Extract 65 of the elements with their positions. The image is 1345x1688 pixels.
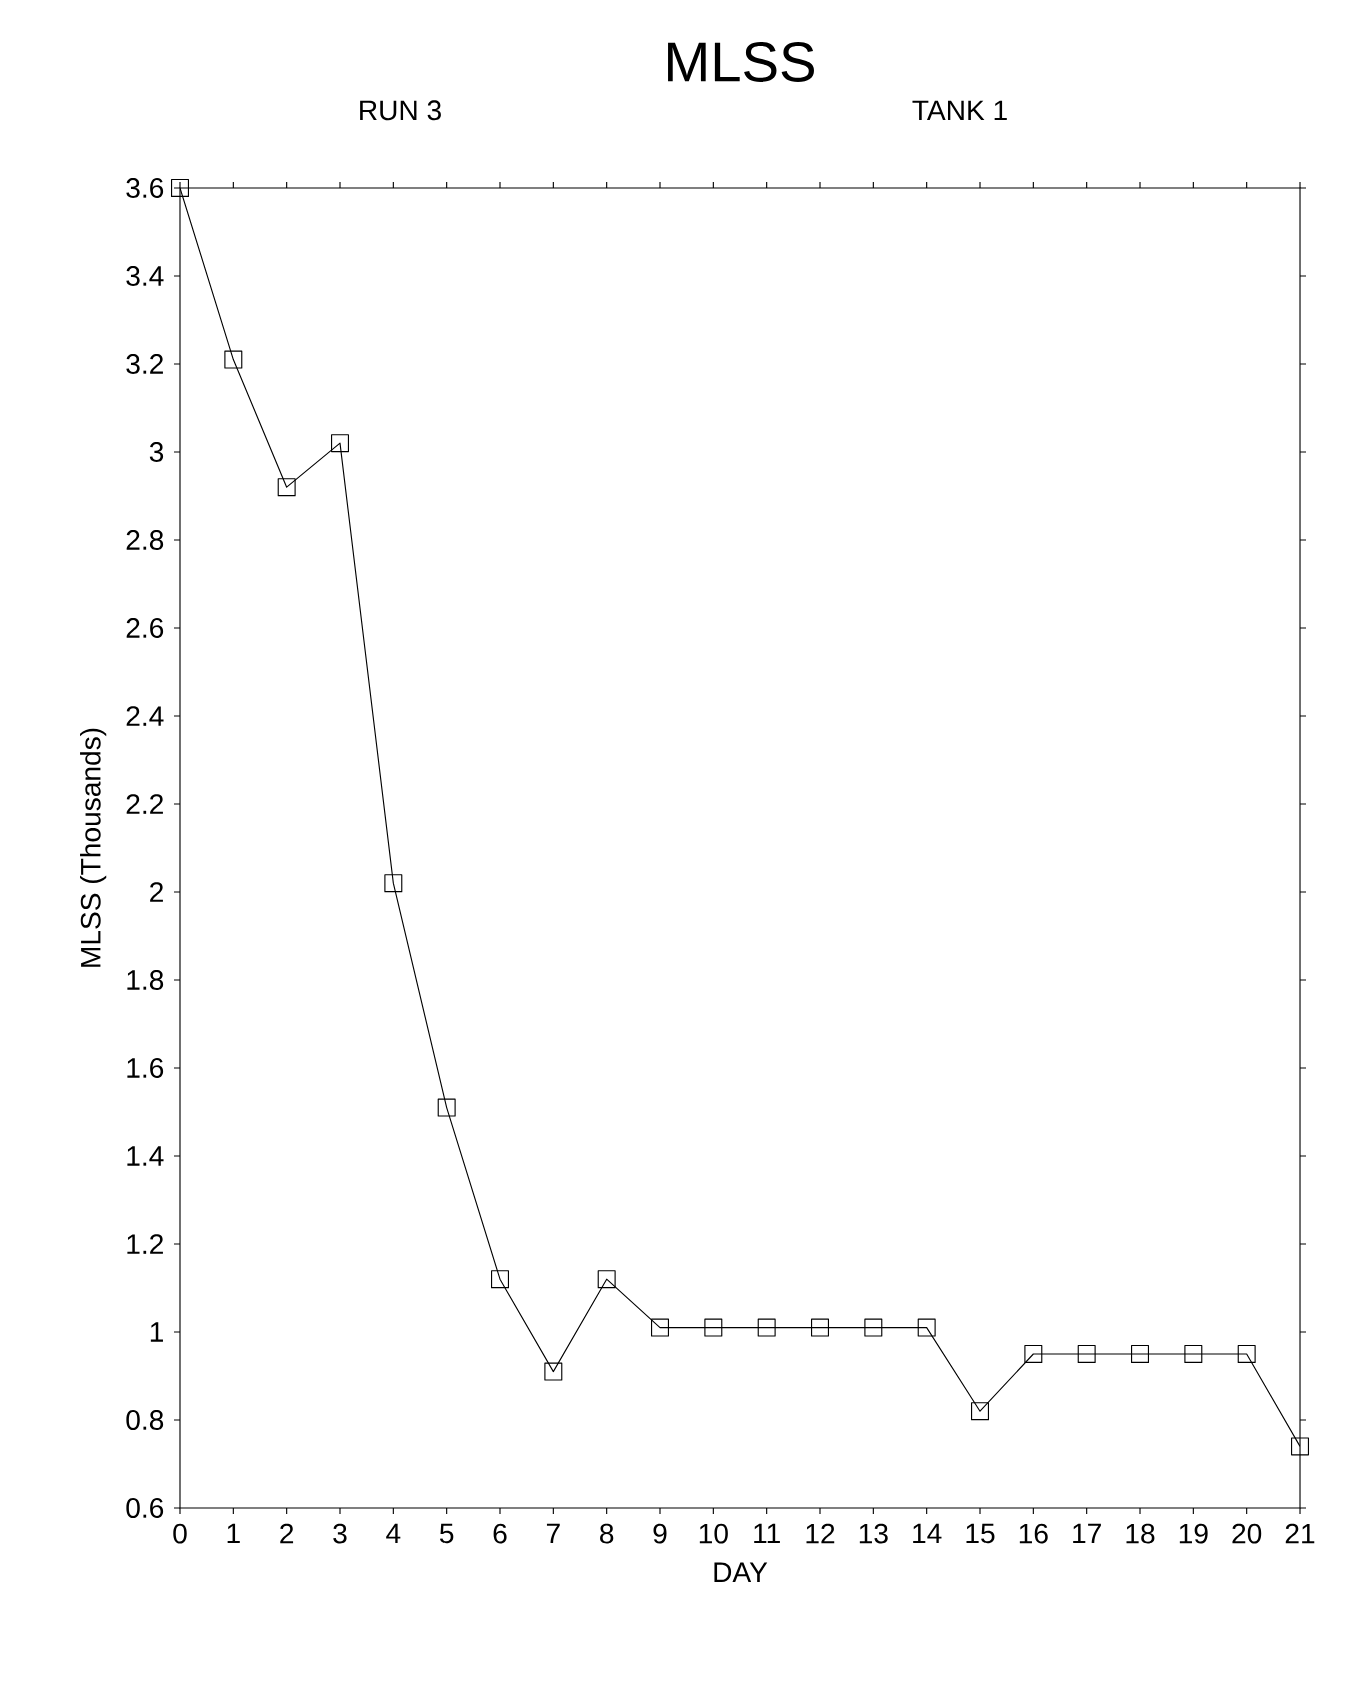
point (491, 1270, 509, 1289)
point (917, 1318, 936, 1337)
y-tick-label: 1.6 (127, 1058, 164, 1078)
x-tick-label: 6 (493, 1523, 507, 1544)
x-tick-label: 13 (859, 1523, 888, 1544)
point (1237, 1345, 1256, 1363)
y-tick-label: 2.4 (126, 706, 164, 726)
x-tick-label: 15 (966, 1523, 995, 1544)
point (331, 434, 349, 453)
x-tick-label: 0 (173, 1523, 187, 1544)
text: RUN 3 (360, 100, 441, 121)
point (811, 1318, 829, 1337)
x-tick-label: 5 (439, 1523, 454, 1544)
point (224, 350, 243, 369)
y-tick-label: 2.6 (126, 618, 164, 638)
x-tick-label: 17 (1073, 1523, 1101, 1543)
point (757, 1318, 776, 1337)
point (544, 1362, 563, 1381)
x-tick-label: 11 (754, 1523, 780, 1543)
x-tick-label: 1 (227, 1523, 240, 1543)
x-tick-label: 3 (333, 1523, 347, 1544)
text: TANK 1 (912, 100, 1007, 120)
x-tick-label: 9 (653, 1523, 667, 1544)
x-tick-label: 12 (806, 1523, 835, 1544)
point (1184, 1345, 1203, 1363)
x-tick-label: 20 (1232, 1523, 1262, 1544)
x-tick-label: 2 (280, 1523, 294, 1544)
x-tick-label: 16 (1019, 1523, 1048, 1544)
point (1024, 1345, 1043, 1363)
x-tick-label: 8 (600, 1523, 614, 1544)
x-tick-label: 18 (1126, 1523, 1155, 1544)
point (971, 1402, 989, 1421)
y-tick-label: 3.2 (126, 354, 163, 374)
point (704, 1318, 723, 1337)
y-tick-label: 1 (150, 1322, 163, 1342)
y-tick-label: 0.8 (126, 1410, 164, 1430)
point (277, 478, 296, 497)
x-axis-title: DAY (714, 1562, 768, 1582)
y-tick-label: 3 (149, 442, 164, 462)
y-tick-label: 1.4 (127, 1146, 164, 1166)
y-tick-label: 1.8 (127, 970, 164, 990)
y-tick-label: 0.6 (126, 1498, 164, 1518)
y-axis-title: MLSS (Thousands) (80, 728, 107, 967)
y-tick-label: 3.4 (126, 266, 164, 286)
point (1077, 1345, 1096, 1363)
point (171, 178, 189, 197)
chart-title: MLSS (668, 42, 814, 82)
y-tick-label: 2.2 (126, 794, 163, 814)
point (1291, 1437, 1310, 1456)
point (384, 874, 403, 893)
point (1131, 1345, 1150, 1363)
point (651, 1318, 669, 1337)
point (597, 1270, 616, 1289)
x-tick-label: 7 (546, 1523, 560, 1543)
x-tick-label: 14 (913, 1523, 942, 1543)
x-tick-label: 19 (1179, 1523, 1208, 1544)
y-tick-label: 1.2 (127, 1234, 163, 1254)
point (864, 1318, 883, 1337)
x-tick-label: 21 (1285, 1523, 1315, 1544)
y-tick-label: 2 (150, 882, 163, 902)
y-tick-label: 3.6 (126, 178, 164, 198)
point (437, 1098, 456, 1117)
x-tick-label: 4 (386, 1523, 401, 1543)
x-tick-label: 10 (699, 1523, 728, 1544)
y-tick-label: 2.8 (126, 530, 164, 550)
